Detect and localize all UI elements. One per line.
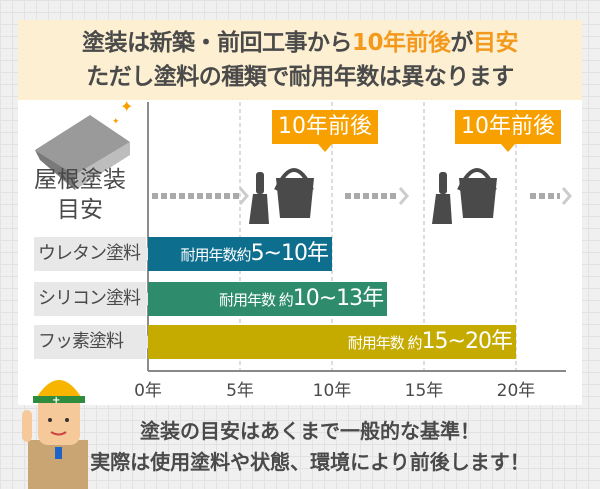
header-text: が (450, 30, 474, 56)
bar: 耐用年数約5~10年 (148, 237, 332, 271)
roof-label: 屋根塗装 目安 (30, 165, 130, 225)
callout-20-years: 10年前後 (455, 110, 561, 152)
header-highlight: 目安 (473, 30, 519, 56)
bar-label-range: 10~13年 (292, 286, 384, 311)
roof-label-line: 目安 (57, 197, 103, 223)
arrow-head-icon (238, 187, 572, 205)
category-label: ウレタン塗料 (34, 237, 154, 271)
svg-text:✦: ✦ (120, 97, 133, 116)
worker-character-icon: + (22, 380, 88, 489)
x-tick-label: 10年 (312, 381, 352, 401)
x-tick-label: 0年 (134, 381, 162, 401)
footer-line: 実際は使用塗料や状態、環境により前後します！ (90, 450, 530, 474)
svg-text:✦: ✦ (112, 117, 120, 127)
bar-label-prefix: 耐用年数 約 (347, 334, 423, 352)
bar-label-prefix: 耐用年数約 (180, 246, 252, 264)
header-banner: 塗装は新築・前回工事から10年前後が目安 ただし塗料の種類で耐用年数は異なります (18, 20, 582, 100)
x-tick-label: 15年 (404, 381, 444, 401)
header-highlight: 10年前後 (351, 30, 451, 56)
category-label: フッ素塗料 (34, 325, 154, 359)
bar-label-range: 5~10年 (250, 241, 329, 266)
footer-line: 塗装の目安はあくまで一般的な基準！ (140, 419, 480, 443)
roof-icon: ✦ ✦ (35, 97, 133, 190)
bar-label-range: 15~20年 (421, 329, 513, 354)
roof-label-line: 屋根塗装 (34, 167, 126, 193)
header-subtitle: ただし塗料の種類で耐用年数は異なります (86, 64, 514, 90)
bar: 耐用年数 約10~13年 (148, 282, 388, 316)
x-tick-label: 20年 (496, 381, 536, 401)
header-text: 塗装は新築・前回工事から (81, 30, 353, 56)
paint-bucket-icon (249, 168, 314, 224)
category-label: シリコン塗料 (34, 282, 154, 316)
footer-note: 塗装の目安はあくまで一般的な基準！ 実際は使用塗料や状態、環境により前後します！ (20, 416, 600, 478)
x-tick-label: 5年 (226, 381, 254, 401)
svg-text:+: + (52, 395, 60, 406)
bar: 耐用年数 約15~20年 (148, 325, 516, 359)
bar-label-prefix: 耐用年数 約 (218, 291, 294, 309)
callout-10-years: 10年前後 (272, 110, 378, 152)
paint-bucket-icon (432, 168, 497, 224)
